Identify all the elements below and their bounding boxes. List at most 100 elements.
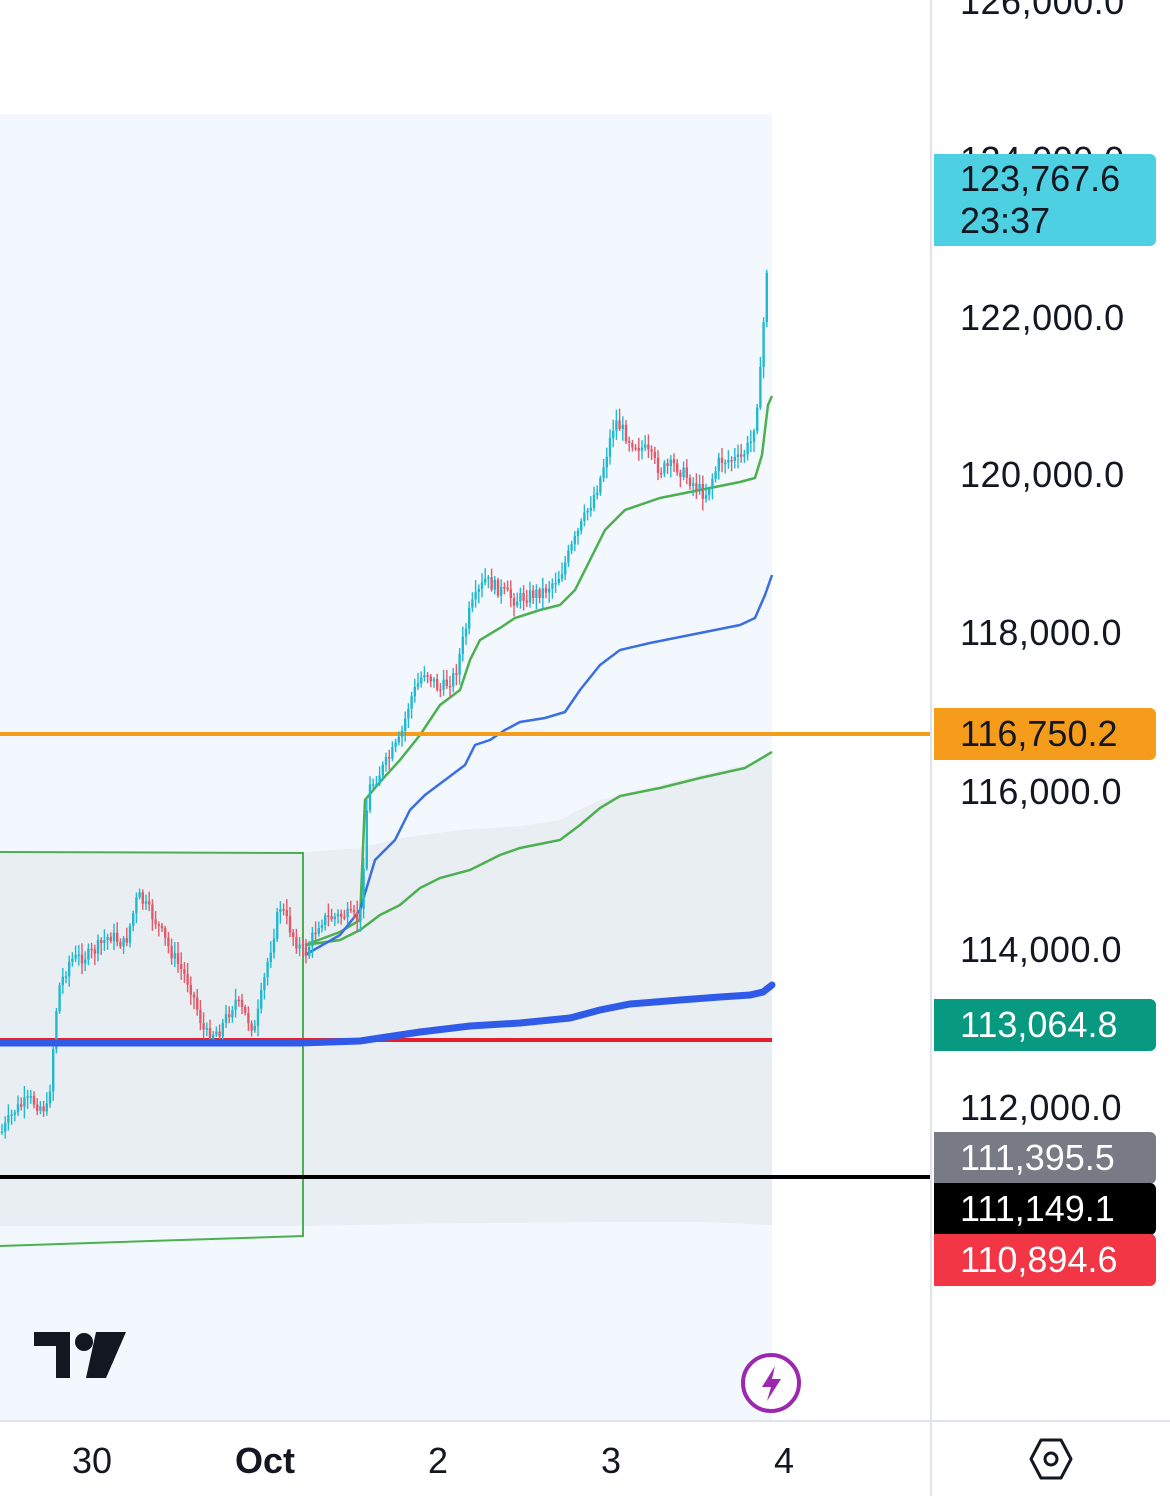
candle-body: [381, 764, 384, 776]
candle-body: [650, 449, 653, 452]
candle-body: [109, 936, 112, 942]
candle-body: [221, 1022, 224, 1037]
candle-body: [77, 954, 80, 957]
candle-body: [487, 577, 490, 579]
candle-body: [708, 488, 711, 496]
candle-body: [400, 730, 404, 737]
candle-body: [29, 1096, 32, 1098]
candle-body: [372, 784, 375, 786]
candle-body: [356, 912, 359, 922]
candle-body: [637, 447, 640, 451]
candle-body: [535, 589, 538, 599]
candle-body: [560, 574, 564, 579]
candle-body: [557, 578, 560, 583]
candle-body: [0, 1131, 4, 1134]
price-tick: 116,000.0: [960, 771, 1122, 812]
candle-body: [727, 460, 730, 463]
candle-body: [183, 969, 186, 975]
candle-body: [522, 593, 525, 601]
candle-body: [39, 1106, 42, 1111]
candle-body: [71, 958, 74, 962]
time-scale[interactable]: 30 Oct 2 3 4: [0, 1420, 930, 1496]
candle-body: [762, 321, 765, 367]
price-scale[interactable]: 126,000.0 124,000.0 122,000.0 120,000.0 …: [930, 0, 1170, 1420]
candle-body: [10, 1114, 13, 1116]
candle-body: [160, 925, 164, 929]
candle-body: [733, 457, 736, 461]
price-tick: 118,000.0: [960, 612, 1122, 653]
candle-body: [87, 948, 90, 960]
candle-body: [621, 424, 624, 430]
candle-body: [141, 892, 144, 904]
candle-body: [266, 962, 269, 978]
candle-body: [186, 974, 189, 985]
candle-body: [176, 953, 180, 964]
candle-body: [282, 909, 285, 911]
candle-body: [765, 272, 768, 322]
candle-body: [103, 939, 106, 943]
candle-body: [263, 977, 266, 991]
candle-body: [717, 457, 720, 472]
orange-level-badge: 116,750.2: [934, 708, 1156, 760]
candle-body: [64, 976, 68, 978]
candle-body: [90, 948, 93, 951]
candle-body: [340, 913, 343, 917]
candle-body: [544, 588, 548, 593]
candle-body: [45, 1103, 48, 1112]
candle-body: [292, 932, 295, 937]
candle-body: [112, 932, 116, 942]
candle-body: [96, 940, 100, 954]
candle-body: [308, 946, 311, 957]
candle-body: [420, 677, 423, 684]
candle-body: [148, 901, 151, 905]
hexagon-settings-icon[interactable]: [1027, 1435, 1075, 1483]
green-level-badge: 113,064.8: [934, 999, 1156, 1051]
candle-body: [528, 590, 532, 603]
candle-body: [151, 904, 154, 920]
chart-pane[interactable]: [0, 0, 930, 1420]
candle-body: [314, 932, 317, 935]
candle-body: [13, 1112, 16, 1115]
candle-body: [429, 676, 432, 682]
candle-body: [740, 454, 743, 457]
time-label: 3: [600, 1440, 622, 1481]
candle-body: [234, 999, 237, 1010]
candle-body: [461, 636, 464, 654]
candle-body: [730, 460, 733, 462]
candle-body: [608, 437, 612, 457]
candle-body: [180, 963, 183, 970]
candle-body: [413, 686, 416, 697]
lightning-bolt-icon[interactable]: [740, 1352, 802, 1414]
candle-body: [618, 420, 621, 430]
candle-body: [493, 579, 496, 590]
candle-body: [711, 478, 714, 489]
candle-body: [477, 588, 480, 592]
candle-body: [669, 459, 672, 467]
candle-body: [7, 1115, 10, 1123]
price-tick: 122,000.0: [960, 297, 1125, 338]
chart-settings-button[interactable]: [930, 1420, 1170, 1496]
candle-body: [676, 463, 679, 473]
candle-body: [378, 775, 381, 784]
candle-body: [759, 366, 762, 408]
candle-body: [746, 442, 749, 455]
candle-body: [596, 492, 599, 496]
candle-body: [455, 673, 458, 675]
candle-body: [586, 510, 589, 513]
candle-body: [276, 912, 279, 939]
candle-body: [359, 908, 362, 922]
candle-body: [244, 1007, 247, 1013]
candle-body: [247, 1012, 250, 1024]
candle-body: [253, 1025, 256, 1031]
price-chart[interactable]: [0, 0, 930, 1420]
candle-body: [218, 1031, 221, 1037]
candle-body: [474, 591, 477, 600]
candle-body: [212, 1034, 215, 1041]
candle-body: [4, 1122, 7, 1132]
candle-body: [688, 477, 692, 486]
candle-body: [612, 430, 615, 438]
candle-body: [631, 442, 634, 448]
candle-body: [55, 1011, 58, 1050]
candle-body: [320, 925, 324, 928]
candlestick-series: [0, 269, 768, 1139]
